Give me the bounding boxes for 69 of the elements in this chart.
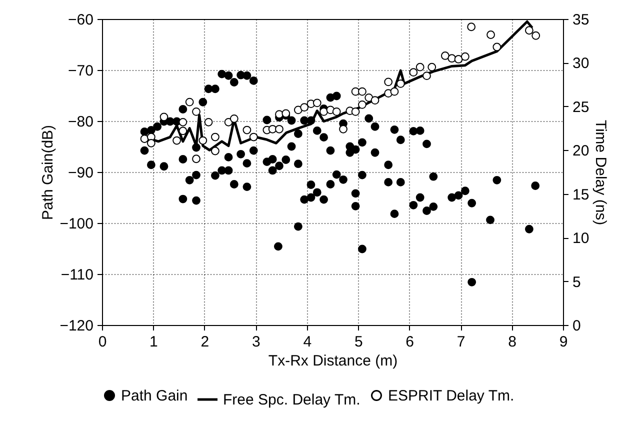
point (532, 31, 540, 40)
y2-tick-label: 15 (572, 186, 590, 204)
point (242, 126, 252, 134)
point (275, 124, 284, 134)
x-tick-label: 4 (303, 334, 312, 350)
x-tick-label: 2 (200, 334, 210, 350)
x-tick-label: 7 (456, 334, 466, 350)
point (275, 110, 284, 118)
point (351, 107, 360, 116)
x-tick-label: 9 (559, 334, 568, 350)
y-tick-label: −90 (68, 164, 94, 182)
y2-tick-label: 10 (572, 230, 590, 248)
y-tick-label: −100 (60, 216, 94, 232)
y-tick-label: −110 (60, 266, 94, 284)
point (390, 87, 399, 96)
point (422, 72, 431, 80)
point (460, 52, 470, 61)
y-tick-label: −120 (60, 318, 94, 334)
y-axis-title: Path Gain(dB) (40, 124, 57, 220)
point (409, 68, 418, 77)
legend-label: Path Gain (121, 388, 188, 404)
point (384, 78, 393, 86)
point (428, 62, 436, 72)
legend-label: ESPRIT Delay Tm. (388, 388, 514, 404)
point (370, 96, 380, 105)
point (300, 103, 309, 112)
point (312, 98, 322, 108)
point (230, 114, 238, 123)
x-tick-label: 5 (354, 334, 363, 350)
x-tick-label: 6 (406, 334, 414, 350)
x-tick-label: 3 (252, 334, 260, 350)
y2-axis-title: Time Delay (ns) (592, 120, 610, 226)
x-tick-label: 1 (150, 334, 158, 350)
x-tick-label: 0 (98, 334, 107, 350)
point (358, 87, 366, 96)
y2-tick-label: 5 (572, 274, 581, 291)
point (440, 52, 450, 60)
point (454, 55, 463, 64)
point (486, 30, 495, 39)
point (492, 42, 502, 52)
x-axis-title: Tx-Rx Distance (m) (268, 352, 398, 370)
y2-tick-label: 30 (572, 55, 590, 72)
y2-tick-label: 25 (572, 98, 590, 116)
point (210, 132, 220, 142)
point (358, 100, 366, 109)
point (198, 136, 208, 145)
point (467, 22, 476, 32)
y2-tick-label: 35 (572, 12, 590, 28)
point (160, 112, 168, 122)
point (185, 98, 194, 106)
point (204, 118, 213, 126)
point (524, 26, 534, 35)
y-tick-label: −70 (68, 62, 94, 80)
point (448, 54, 456, 63)
point (249, 132, 258, 142)
y-tick-label: −80 (68, 114, 94, 130)
point (210, 146, 220, 156)
y-tick-label: −60 (68, 12, 94, 28)
point (192, 154, 200, 164)
y2-tick-label: 20 (572, 142, 590, 160)
point (172, 136, 181, 145)
point (192, 107, 200, 116)
legend-label: Free Spc. Delay Tm. (223, 392, 360, 408)
y2-tick-label: 0 (572, 318, 581, 334)
x-tick-label: 8 (508, 334, 516, 350)
point (332, 107, 341, 116)
point (416, 62, 424, 72)
point (178, 118, 188, 126)
point (146, 138, 156, 148)
